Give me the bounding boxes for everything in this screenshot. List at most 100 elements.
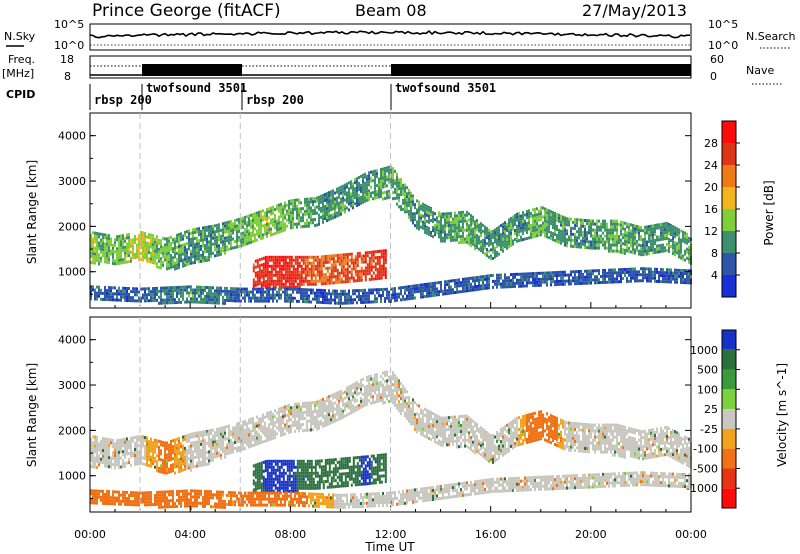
band-0-cell	[94, 234, 96, 238]
band-2-cell	[504, 273, 506, 277]
band-0-cell	[552, 217, 554, 221]
band-0-cell	[96, 232, 98, 235]
band-0-cell	[202, 238, 204, 242]
band-2-cell	[670, 268, 672, 272]
band-1-cell	[372, 265, 375, 269]
band-0-cell	[346, 185, 348, 189]
band-0-cell	[640, 229, 642, 233]
band-0-cell	[566, 244, 568, 248]
band-1-cell	[346, 256, 349, 259]
band-0-cell	[106, 440, 108, 444]
band-0-cell	[160, 464, 162, 468]
band-0-cell	[284, 222, 286, 226]
band-0-cell	[200, 235, 202, 239]
band-0-cell	[110, 462, 112, 466]
band-0-cell	[468, 227, 470, 231]
band-2-cell	[590, 269, 592, 273]
band-0-cell	[90, 260, 92, 264]
band-0-cell	[138, 243, 140, 247]
band-1-cell	[324, 255, 327, 258]
band-0-cell	[234, 246, 236, 249]
band-2-cell	[354, 289, 356, 293]
band-0-cell	[308, 224, 310, 228]
band-1-cell	[356, 261, 359, 265]
band-2-cell	[630, 279, 632, 283]
band-2-cell	[488, 277, 490, 281]
band-0-cell	[462, 237, 464, 241]
band-0-cell	[560, 223, 562, 227]
band-0-cell	[304, 209, 306, 213]
band-2-cell	[324, 298, 326, 302]
band-1-cell	[364, 272, 367, 276]
band-0-cell	[564, 225, 566, 229]
band-0-cell	[468, 233, 470, 237]
band-1-cell	[280, 273, 283, 277]
band-0-cell	[326, 207, 328, 211]
band-0-cell	[300, 207, 302, 211]
band-1-cell	[376, 262, 379, 265]
band-0-cell	[116, 238, 118, 242]
band-0-cell	[130, 250, 132, 254]
band-2-cell	[408, 297, 410, 301]
band-0-cell	[196, 431, 198, 435]
band-0-cell	[678, 231, 680, 235]
band-0-cell	[348, 187, 350, 191]
band-2-cell	[582, 272, 584, 276]
band-0-cell	[374, 184, 376, 188]
band-2-cell	[216, 298, 218, 302]
band-0-cell	[212, 236, 214, 240]
band-0-cell	[506, 228, 508, 232]
band-0-cell	[124, 254, 126, 258]
band-0-cell	[586, 246, 588, 250]
band-0-cell	[206, 246, 208, 250]
band-0-cell	[238, 226, 240, 230]
band-2-cell	[662, 268, 664, 272]
band-0-cell	[398, 184, 400, 188]
band-0-cell	[122, 465, 124, 469]
band-0-cell	[474, 238, 476, 242]
band-0-cell	[402, 186, 404, 190]
band-0-cell	[224, 221, 226, 225]
band-0-cell	[556, 218, 558, 222]
band-0-cell	[202, 457, 204, 461]
band-2-cell	[236, 290, 238, 294]
band-0-cell	[116, 463, 118, 467]
band-2-cell	[484, 277, 486, 281]
band-0-cell	[636, 246, 638, 249]
band-0-cell	[426, 225, 428, 229]
band-0-cell	[508, 233, 510, 237]
band-1-cell	[328, 254, 331, 258]
band-0-cell	[104, 242, 106, 246]
band-0-cell	[620, 238, 622, 242]
band-0-cell	[494, 228, 496, 232]
band-2-cell	[204, 286, 206, 289]
band-2-cell	[374, 297, 376, 301]
band-2-cell	[358, 289, 360, 293]
band-0-cell	[512, 227, 514, 231]
band-1-cell	[356, 264, 359, 268]
band-0-cell	[580, 218, 582, 222]
band-2-cell	[310, 288, 312, 292]
band-0-cell	[142, 231, 144, 235]
band-2-cell	[608, 271, 610, 275]
band-0-cell	[170, 448, 172, 452]
band-0-cell	[202, 256, 204, 260]
band-0-cell	[530, 232, 532, 236]
band-2-cell	[514, 272, 516, 276]
band-0-cell	[284, 216, 286, 220]
band-2-cell	[434, 293, 436, 297]
band-0-cell	[340, 200, 342, 204]
band-0-cell	[328, 197, 330, 201]
band-0-cell	[196, 248, 198, 252]
band-0-cell	[582, 218, 584, 222]
band-0-cell	[100, 247, 102, 251]
band-2-cell	[510, 273, 512, 277]
band-0-cell	[476, 237, 478, 240]
band-0-cell	[182, 264, 184, 268]
band-0-cell	[604, 243, 606, 247]
band-1-cell	[296, 285, 299, 289]
band-0-cell	[458, 235, 460, 239]
band-0-cell	[324, 196, 326, 199]
band-0-cell	[204, 439, 206, 443]
band-0-cell	[664, 237, 666, 241]
